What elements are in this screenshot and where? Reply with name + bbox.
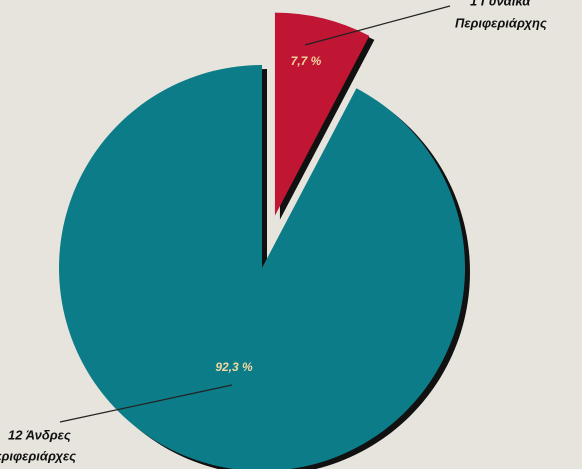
slice [274, 12, 370, 216]
annotation: Περιφεριάρχες [0, 448, 76, 463]
pie [59, 12, 470, 469]
leader-line [59, 384, 233, 423]
annotation: 1 Γυναίκα [470, 0, 531, 8]
annotation: 12 Άνδρες [8, 427, 71, 442]
data-label: 7,7 % [291, 54, 322, 68]
leader-line [304, 5, 451, 46]
data-label: 92,3 % [215, 360, 253, 374]
annotation: Περιφεριάρχης [455, 15, 547, 30]
slice [59, 65, 465, 469]
